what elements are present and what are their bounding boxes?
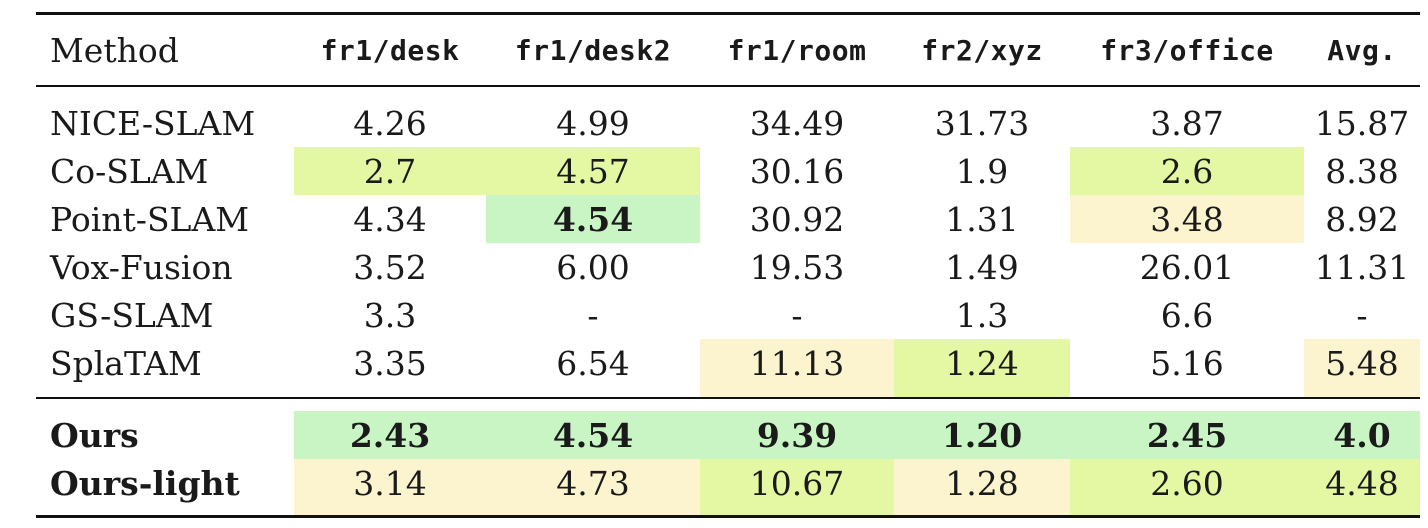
value-cell: 4.99	[556, 103, 630, 143]
header-fr1-desk2: fr1/desk2	[514, 33, 672, 67]
value-cell: 4.54	[486, 398, 700, 459]
value-cell: 1.20	[894, 398, 1070, 459]
value-cell: 3.14	[294, 459, 486, 517]
value-cell: 2.7	[294, 147, 486, 195]
header-fr1-room: fr1/room	[727, 33, 867, 67]
value-cell: 2.60	[1070, 459, 1304, 517]
value-cell: 4.26	[353, 103, 427, 143]
header-avg: Avg.	[1327, 33, 1397, 67]
table-row: GS-SLAM 3.3 - - 1.3 6.6 -	[36, 291, 1420, 339]
value-cell: -	[791, 295, 803, 335]
value-cell: 1.9	[955, 151, 1009, 191]
value-cell: 3.48	[1070, 195, 1304, 243]
value-cell: 30.92	[749, 199, 845, 239]
table-row: NICE-SLAM 4.26 4.99 34.49 31.73 3.87 15.…	[36, 86, 1420, 147]
header-fr2-xyz: fr2/xyz	[921, 33, 1043, 67]
value-cell: 4.73	[486, 459, 700, 517]
value-cell: 34.49	[749, 103, 845, 143]
value-cell: 9.39	[700, 398, 894, 459]
value-cell: 3.3	[363, 295, 417, 335]
method-cell: NICE-SLAM	[50, 103, 256, 143]
value-cell: 11.13	[700, 339, 894, 398]
method-cell: SplaTAM	[50, 343, 202, 383]
value-cell: 2.43	[294, 398, 486, 459]
header-fr1-desk: fr1/desk	[320, 33, 460, 67]
value-cell: 4.57	[486, 147, 700, 195]
value-cell: 2.45	[1070, 398, 1304, 459]
method-cell: Co-SLAM	[50, 151, 209, 191]
table-row: Co-SLAM 2.7 4.57 30.16 1.9 2.6 8.38	[36, 147, 1420, 195]
value-cell: 6.00	[556, 247, 630, 287]
value-cell: 15.87	[1314, 103, 1410, 143]
value-cell: 30.16	[749, 151, 845, 191]
table-row: SplaTAM 3.35 6.54 11.13 1.24 5.16 5.48	[36, 339, 1420, 398]
value-cell: 1.28	[894, 459, 1070, 517]
value-cell: 1.31	[945, 199, 1019, 239]
value-cell: 4.0	[1304, 398, 1420, 459]
header-row: Method fr1/desk fr1/desk2 fr1/room fr2/x…	[36, 13, 1420, 86]
value-cell: 31.73	[934, 103, 1030, 143]
header-fr3-office: fr3/office	[1100, 33, 1274, 67]
value-cell: 19.53	[749, 247, 845, 287]
method-cell: GS-SLAM	[50, 295, 214, 335]
value-cell: 5.48	[1304, 339, 1420, 398]
value-cell: 8.92	[1325, 199, 1399, 239]
table-row-ours: Ours 2.43 4.54 9.39 1.20 2.45 4.0	[36, 398, 1420, 459]
method-cell: Point-SLAM	[50, 199, 250, 239]
value-cell: 3.87	[1150, 103, 1224, 143]
value-cell: 26.01	[1139, 247, 1235, 287]
value-cell: 8.38	[1325, 151, 1399, 191]
value-cell: 3.35	[353, 343, 427, 383]
value-cell: 1.24	[894, 339, 1070, 398]
value-cell: 4.48	[1304, 459, 1420, 517]
method-cell: Ours	[50, 415, 139, 455]
header-method: Method	[50, 30, 179, 70]
value-cell: 10.67	[700, 459, 894, 517]
value-cell: 3.52	[353, 247, 427, 287]
value-cell: 4.54	[486, 195, 700, 243]
value-cell: 4.34	[353, 199, 427, 239]
table-row-ours-light: Ours-light 3.14 4.73 10.67 1.28 2.60 4.4…	[36, 459, 1420, 517]
value-cell: -	[587, 295, 599, 335]
results-table: Method fr1/desk fr1/desk2 fr1/room fr2/x…	[36, 12, 1420, 518]
value-cell: 2.6	[1070, 147, 1304, 195]
value-cell: 1.3	[955, 295, 1009, 335]
table-row: Point-SLAM 4.34 4.54 30.92 1.31 3.48 8.9…	[36, 195, 1420, 243]
value-cell: -	[1356, 295, 1368, 335]
value-cell: 11.31	[1314, 247, 1410, 287]
method-cell: Ours-light	[50, 463, 240, 503]
table-row: Vox-Fusion 3.52 6.00 19.53 1.49 26.01 11…	[36, 243, 1420, 291]
method-cell: Vox-Fusion	[50, 247, 233, 287]
value-cell: 5.16	[1150, 343, 1224, 383]
value-cell: 1.49	[945, 247, 1019, 287]
value-cell: 6.6	[1160, 295, 1214, 335]
value-cell: 6.54	[556, 343, 630, 383]
